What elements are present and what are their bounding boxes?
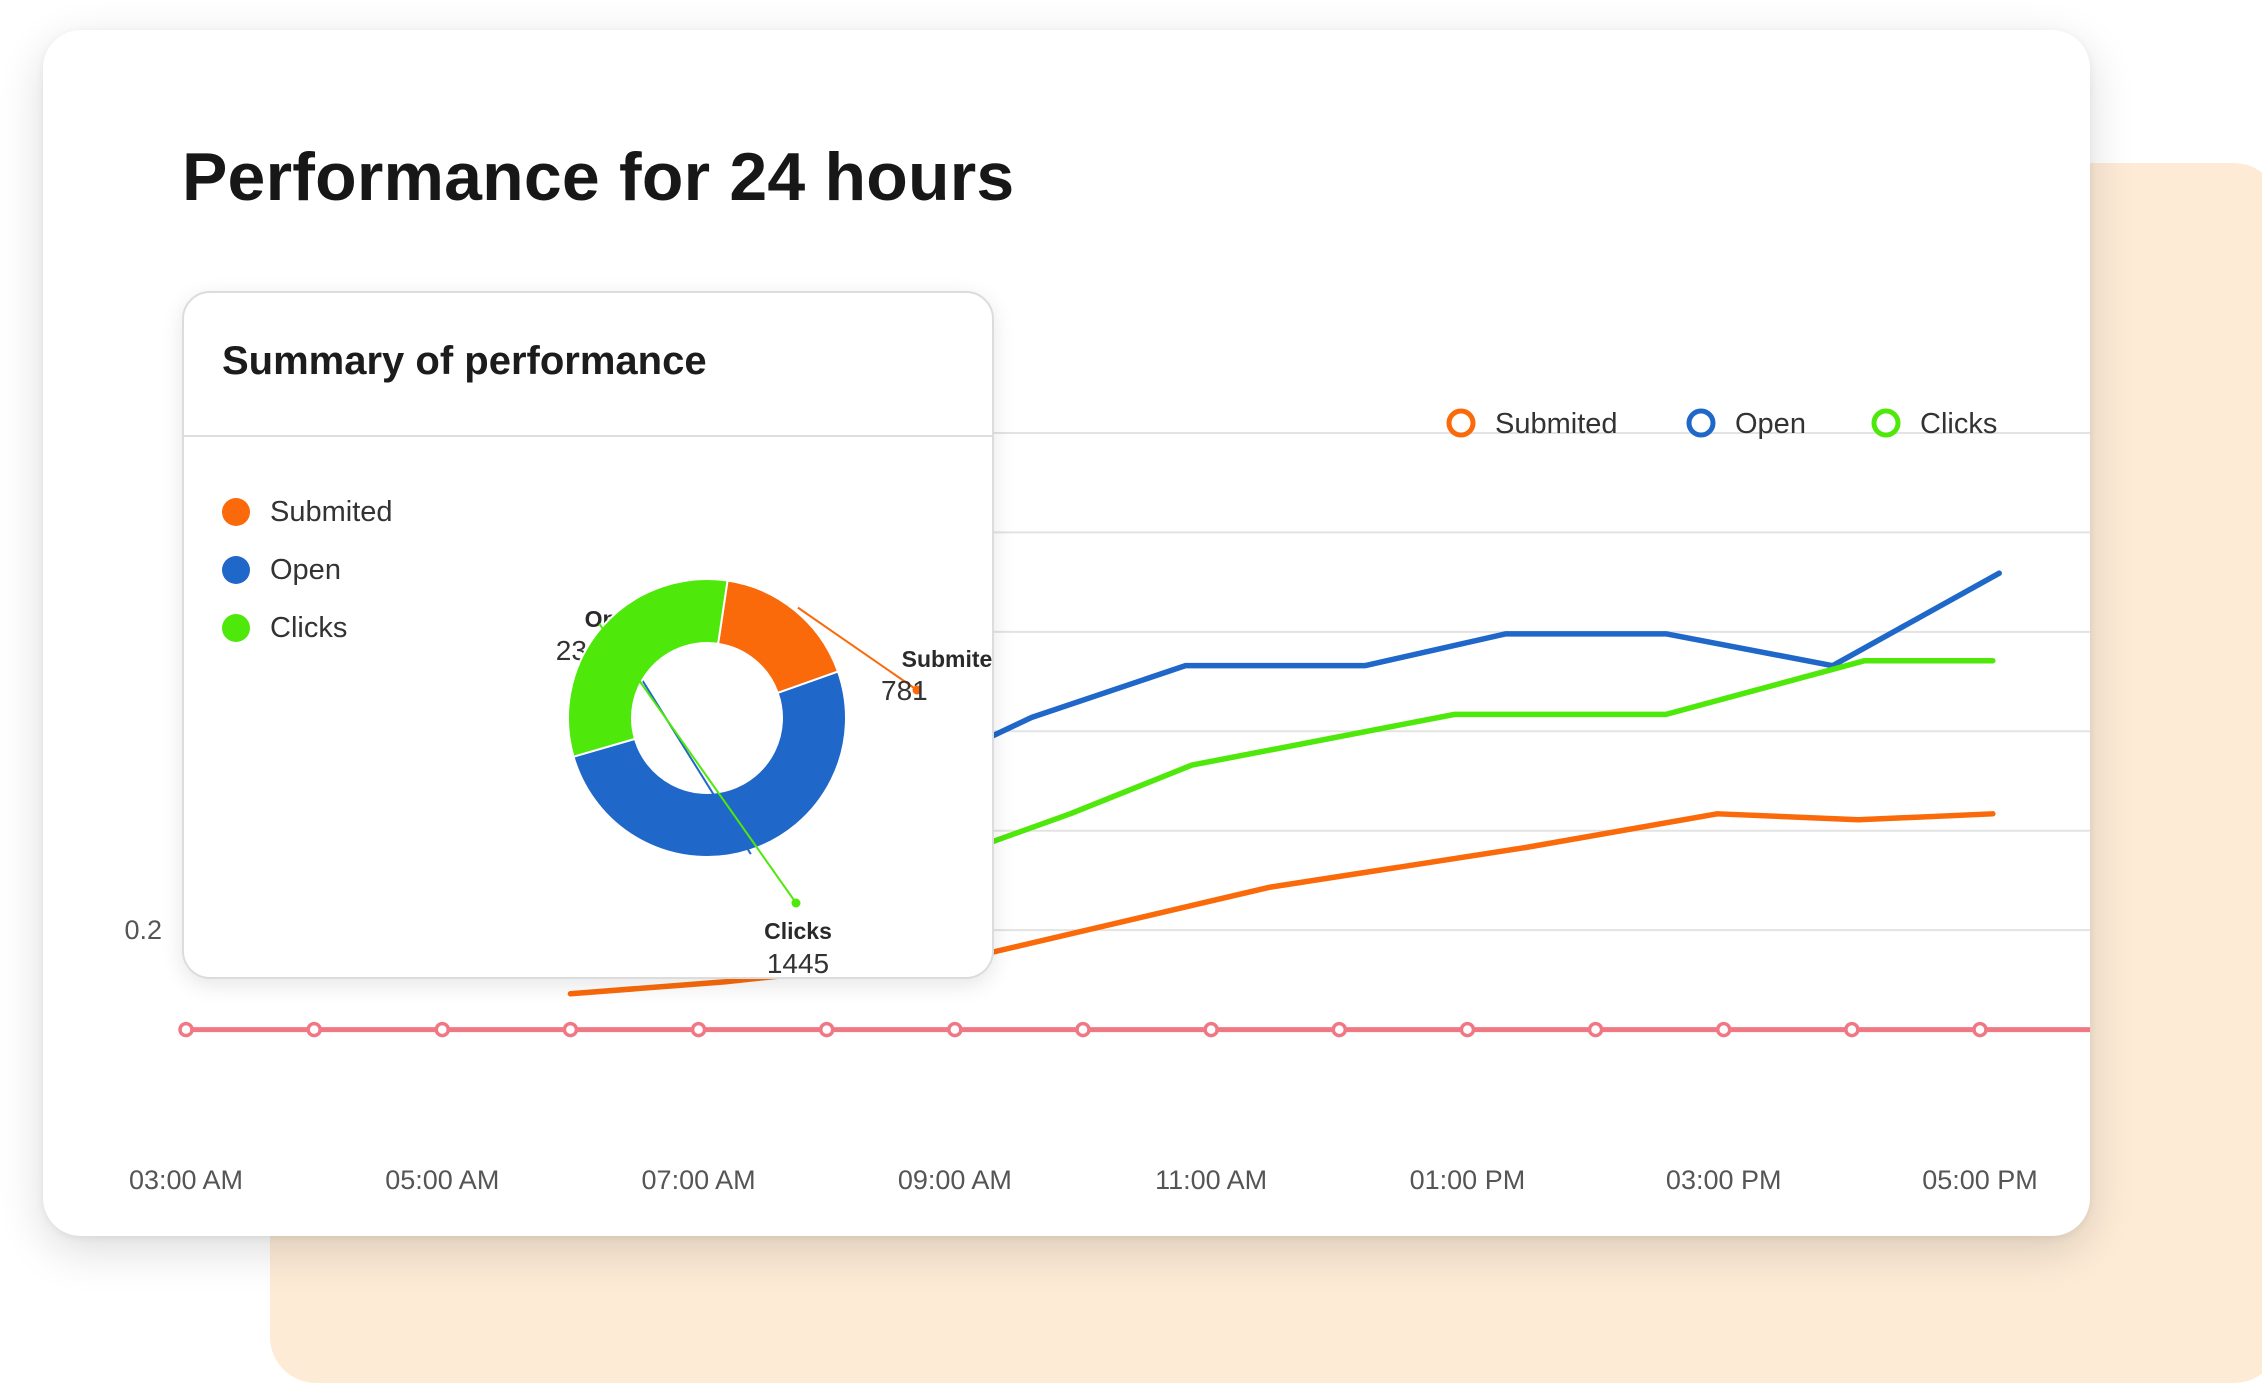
y-axis-labels: 0.2 bbox=[124, 915, 162, 945]
x-tick-label: 03:00 AM bbox=[129, 1165, 243, 1195]
open-dot-icon bbox=[222, 556, 250, 584]
open-legend-marker-icon bbox=[1686, 408, 1716, 438]
submited-dot-icon bbox=[222, 498, 250, 526]
baseline-point bbox=[434, 1021, 451, 1038]
submited-legend-marker-icon bbox=[1446, 408, 1476, 438]
baseline-point bbox=[1075, 1021, 1091, 1038]
legend-item-open: Open bbox=[1735, 408, 1806, 440]
x-tick-label: 07:00 AM bbox=[642, 1165, 756, 1195]
submited-callout-line bbox=[797, 606, 918, 691]
summary-panel: Summary of performance Submited Open Cli… bbox=[182, 291, 994, 979]
baseline-point bbox=[562, 1021, 579, 1038]
open-donut-slice bbox=[572, 670, 847, 858]
baseline-point bbox=[1972, 1021, 1988, 1038]
clicks-donut-label: Clicks bbox=[764, 918, 832, 944]
summary-legend-item-open: Open bbox=[222, 541, 393, 599]
baseline-point bbox=[1587, 1021, 1604, 1038]
submited-donut-value: 781 bbox=[881, 675, 928, 706]
clicks-callout-line bbox=[598, 623, 797, 904]
chart-legend: Submited Open Clicks bbox=[1446, 408, 1997, 440]
clicks-callout-dot bbox=[791, 898, 801, 908]
baseline-point bbox=[690, 1021, 707, 1038]
summary-legend-item-clicks: Clicks bbox=[222, 599, 393, 657]
open-series-line bbox=[554, 570, 2002, 945]
summary-legend-label: Open bbox=[270, 553, 341, 586]
x-tick-label: 03:00 PM bbox=[1666, 1165, 1782, 1195]
x-tick-label: 01:00 PM bbox=[1410, 1165, 1526, 1195]
clicks-dot-icon bbox=[222, 614, 250, 642]
summary-legend-item-submited: Submited bbox=[222, 483, 393, 541]
donut-chart: Submited781Open2311Clicks1445 bbox=[556, 578, 992, 977]
submited-callout-dot bbox=[912, 685, 922, 695]
clicks-donut-value: 1445 bbox=[767, 948, 829, 977]
baseline-point bbox=[818, 1021, 835, 1038]
summary-legend-label: Clicks bbox=[270, 611, 348, 644]
summary-legend: Submited Open Clicks bbox=[222, 483, 393, 657]
x-tick-label: 05:00 AM bbox=[385, 1165, 499, 1195]
submited-donut-slice bbox=[716, 579, 840, 695]
x-tick-label: 11:00 AM bbox=[1155, 1165, 1267, 1195]
submited-donut-label: Submited bbox=[902, 646, 992, 672]
summary-divider bbox=[184, 435, 992, 437]
baseline-point bbox=[1203, 1021, 1219, 1038]
legend-item-submited: Submited bbox=[1495, 408, 1618, 440]
baseline-point bbox=[1844, 1021, 1860, 1038]
baseline-point bbox=[947, 1021, 963, 1038]
legend-item-clicks: Clicks bbox=[1920, 408, 1997, 440]
summary-legend-label: Submited bbox=[270, 495, 393, 528]
performance-card: Performance for 24 hours 0.2 03:00 AM 05:… bbox=[43, 30, 2090, 1236]
y-tick-label: 0.2 bbox=[124, 915, 162, 945]
x-tick-label: 09:00 AM bbox=[898, 1165, 1012, 1195]
baseline-point bbox=[178, 1021, 194, 1038]
baseline-point bbox=[1459, 1021, 1476, 1038]
baseline-point bbox=[306, 1021, 322, 1038]
page-title: Performance for 24 hours bbox=[182, 139, 1015, 215]
clicks-legend-marker-icon bbox=[1871, 408, 1901, 438]
clicks-donut-slice bbox=[567, 578, 729, 758]
summary-title: Summary of performance bbox=[222, 339, 707, 383]
x-tick-label: 05:00 PM bbox=[1922, 1165, 2038, 1195]
baseline-point bbox=[1331, 1021, 1348, 1038]
x-axis-labels: 03:00 AM 05:00 AM 07:00 AM 09:00 AM 11:00 AM… bbox=[129, 1165, 2038, 1195]
open-callout-line bbox=[623, 650, 752, 855]
baseline-point bbox=[1715, 1021, 1732, 1038]
